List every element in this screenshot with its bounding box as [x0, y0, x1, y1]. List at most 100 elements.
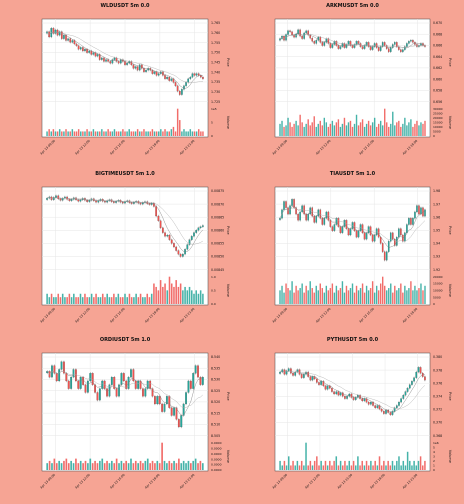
candle — [173, 243, 175, 248]
candle — [349, 41, 352, 46]
volume-bar — [420, 122, 422, 136]
volume-bar — [305, 123, 307, 136]
candle — [370, 402, 372, 405]
volume-bar — [71, 129, 74, 136]
candle — [351, 45, 354, 48]
candle — [380, 408, 383, 412]
y-axis-label: Price — [226, 226, 230, 235]
ma-slow-line — [279, 34, 425, 48]
volume-bar — [146, 293, 149, 304]
candle — [393, 407, 396, 412]
vol-tick-label: 5 — [211, 121, 213, 125]
x-tick-label: Apr 13 15:00 — [358, 139, 375, 156]
candle — [404, 391, 407, 396]
candle — [183, 85, 185, 90]
volume-bar — [166, 131, 168, 136]
candle — [331, 44, 334, 48]
vol-tick-label: 10000 — [433, 289, 443, 293]
candle — [318, 382, 320, 385]
vol-tick-label: 0.0000 — [211, 468, 222, 472]
candle — [68, 199, 71, 201]
candle — [164, 232, 166, 237]
volume-bar — [315, 285, 317, 304]
candle — [134, 66, 137, 69]
volume-bar — [117, 293, 120, 304]
chart-title: BIGTIMEUSDT 5m 1.0 — [95, 171, 155, 177]
candle — [173, 407, 175, 416]
volume-bar — [319, 120, 321, 136]
y-axis-label: Price — [226, 58, 230, 67]
candle — [180, 415, 183, 428]
candle — [313, 41, 316, 44]
volume-bar — [154, 463, 156, 470]
x-tick-label: Apr 13 15:00 — [337, 473, 354, 490]
volume-bar — [387, 460, 389, 470]
candle — [155, 206, 158, 217]
volume-bar — [353, 123, 356, 136]
volume-bar — [137, 463, 140, 470]
candle — [291, 199, 293, 206]
volume-bar — [402, 292, 404, 304]
candle — [168, 234, 171, 240]
candle — [333, 224, 336, 231]
volume-bar — [63, 131, 65, 136]
candle — [285, 370, 288, 375]
candle — [315, 40, 318, 44]
volume-bar — [293, 292, 295, 304]
volume-bar — [398, 120, 400, 136]
candle — [343, 220, 346, 227]
volume-bar — [162, 286, 164, 304]
candle — [381, 42, 384, 47]
volume-bar — [67, 463, 70, 470]
candle — [416, 205, 418, 213]
volume-bar — [342, 465, 344, 470]
volume-bar — [357, 125, 360, 136]
volume-bar — [157, 131, 160, 136]
candle — [389, 232, 392, 242]
volume-bar — [144, 297, 146, 304]
ma-slow-line — [47, 371, 203, 409]
candle — [197, 227, 200, 231]
volume-bar — [367, 465, 370, 470]
candle — [353, 44, 356, 48]
candle — [182, 403, 185, 416]
y-tick-label: 0.00870 — [211, 202, 224, 206]
volume-bar — [341, 281, 344, 304]
candle — [77, 199, 80, 202]
candle — [181, 89, 183, 95]
x-tick-label: Apr 13 21:00 — [179, 139, 196, 156]
candle — [297, 213, 299, 221]
volume-bar — [142, 297, 144, 304]
volume-bar — [410, 119, 412, 136]
volume-bar — [139, 131, 141, 136]
volume-bar — [287, 117, 289, 136]
vol-tick-label: 0.0000 — [211, 452, 222, 456]
volume-bar — [144, 460, 147, 470]
volume-bar — [180, 463, 183, 470]
candle — [182, 254, 184, 257]
volume-bar — [414, 285, 416, 304]
x-tick-label: Apr 13 09:00 — [39, 139, 56, 156]
candle — [323, 218, 326, 225]
candle — [151, 388, 154, 397]
volume-bar — [75, 297, 77, 304]
volume-bar — [135, 293, 137, 304]
volume-bar — [194, 458, 197, 470]
y-axis-label: Price — [448, 58, 452, 67]
candle — [113, 57, 116, 60]
candle — [105, 59, 107, 62]
candle — [400, 228, 402, 236]
candle — [94, 52, 97, 57]
volume-bar — [349, 120, 352, 136]
candle — [383, 411, 385, 414]
volume-bar — [91, 463, 94, 470]
candle — [58, 369, 61, 382]
volume-bar — [153, 283, 155, 304]
volume-bar — [177, 286, 180, 304]
volume-bar — [413, 460, 415, 470]
candle — [170, 78, 173, 81]
volume-bar — [317, 123, 319, 136]
candle — [283, 201, 285, 210]
volume-bar — [382, 125, 384, 136]
candle — [60, 31, 63, 39]
